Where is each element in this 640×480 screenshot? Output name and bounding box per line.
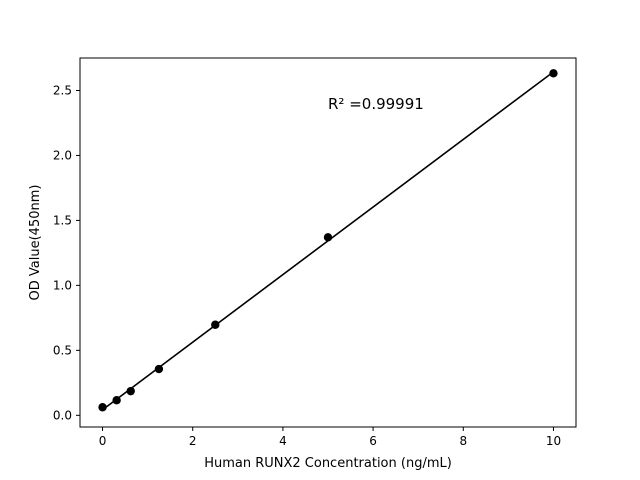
y-tick-label: 1.5 (53, 213, 72, 227)
data-point (323, 233, 333, 242)
y-tick-label: 2.0 (53, 148, 72, 162)
annotation-r-squared: R² =0.99991 (328, 95, 424, 113)
series (98, 69, 558, 412)
x-tick-label: 8 (459, 434, 467, 448)
x-tick-label: 0 (99, 434, 107, 448)
y-tick-label: 2.5 (53, 83, 72, 97)
y-axis: 0.0 0.5 1.0 1.5 2.0 2.5 (53, 83, 80, 422)
x-tick-label: 2 (189, 434, 197, 448)
y-tick-label: 0.5 (53, 343, 72, 357)
data-point (211, 320, 220, 329)
data-point (549, 69, 558, 78)
data-point (126, 386, 135, 396)
x-tick-label: 4 (279, 434, 287, 448)
x-tick-label: 10 (546, 434, 561, 448)
data-point (154, 364, 164, 374)
x-tick-label: 6 (369, 434, 377, 448)
x-axis: 0 2 4 6 8 10 (99, 427, 561, 448)
y-tick-label: 1.0 (53, 278, 72, 292)
x-axis-label: Human RUNX2 Concentration (ng/mL) (204, 456, 452, 471)
data-point (98, 403, 107, 412)
y-tick-label: 0.0 (53, 408, 72, 422)
y-axis-label: OD Value(450nm) (28, 185, 43, 301)
data-point (112, 396, 121, 405)
